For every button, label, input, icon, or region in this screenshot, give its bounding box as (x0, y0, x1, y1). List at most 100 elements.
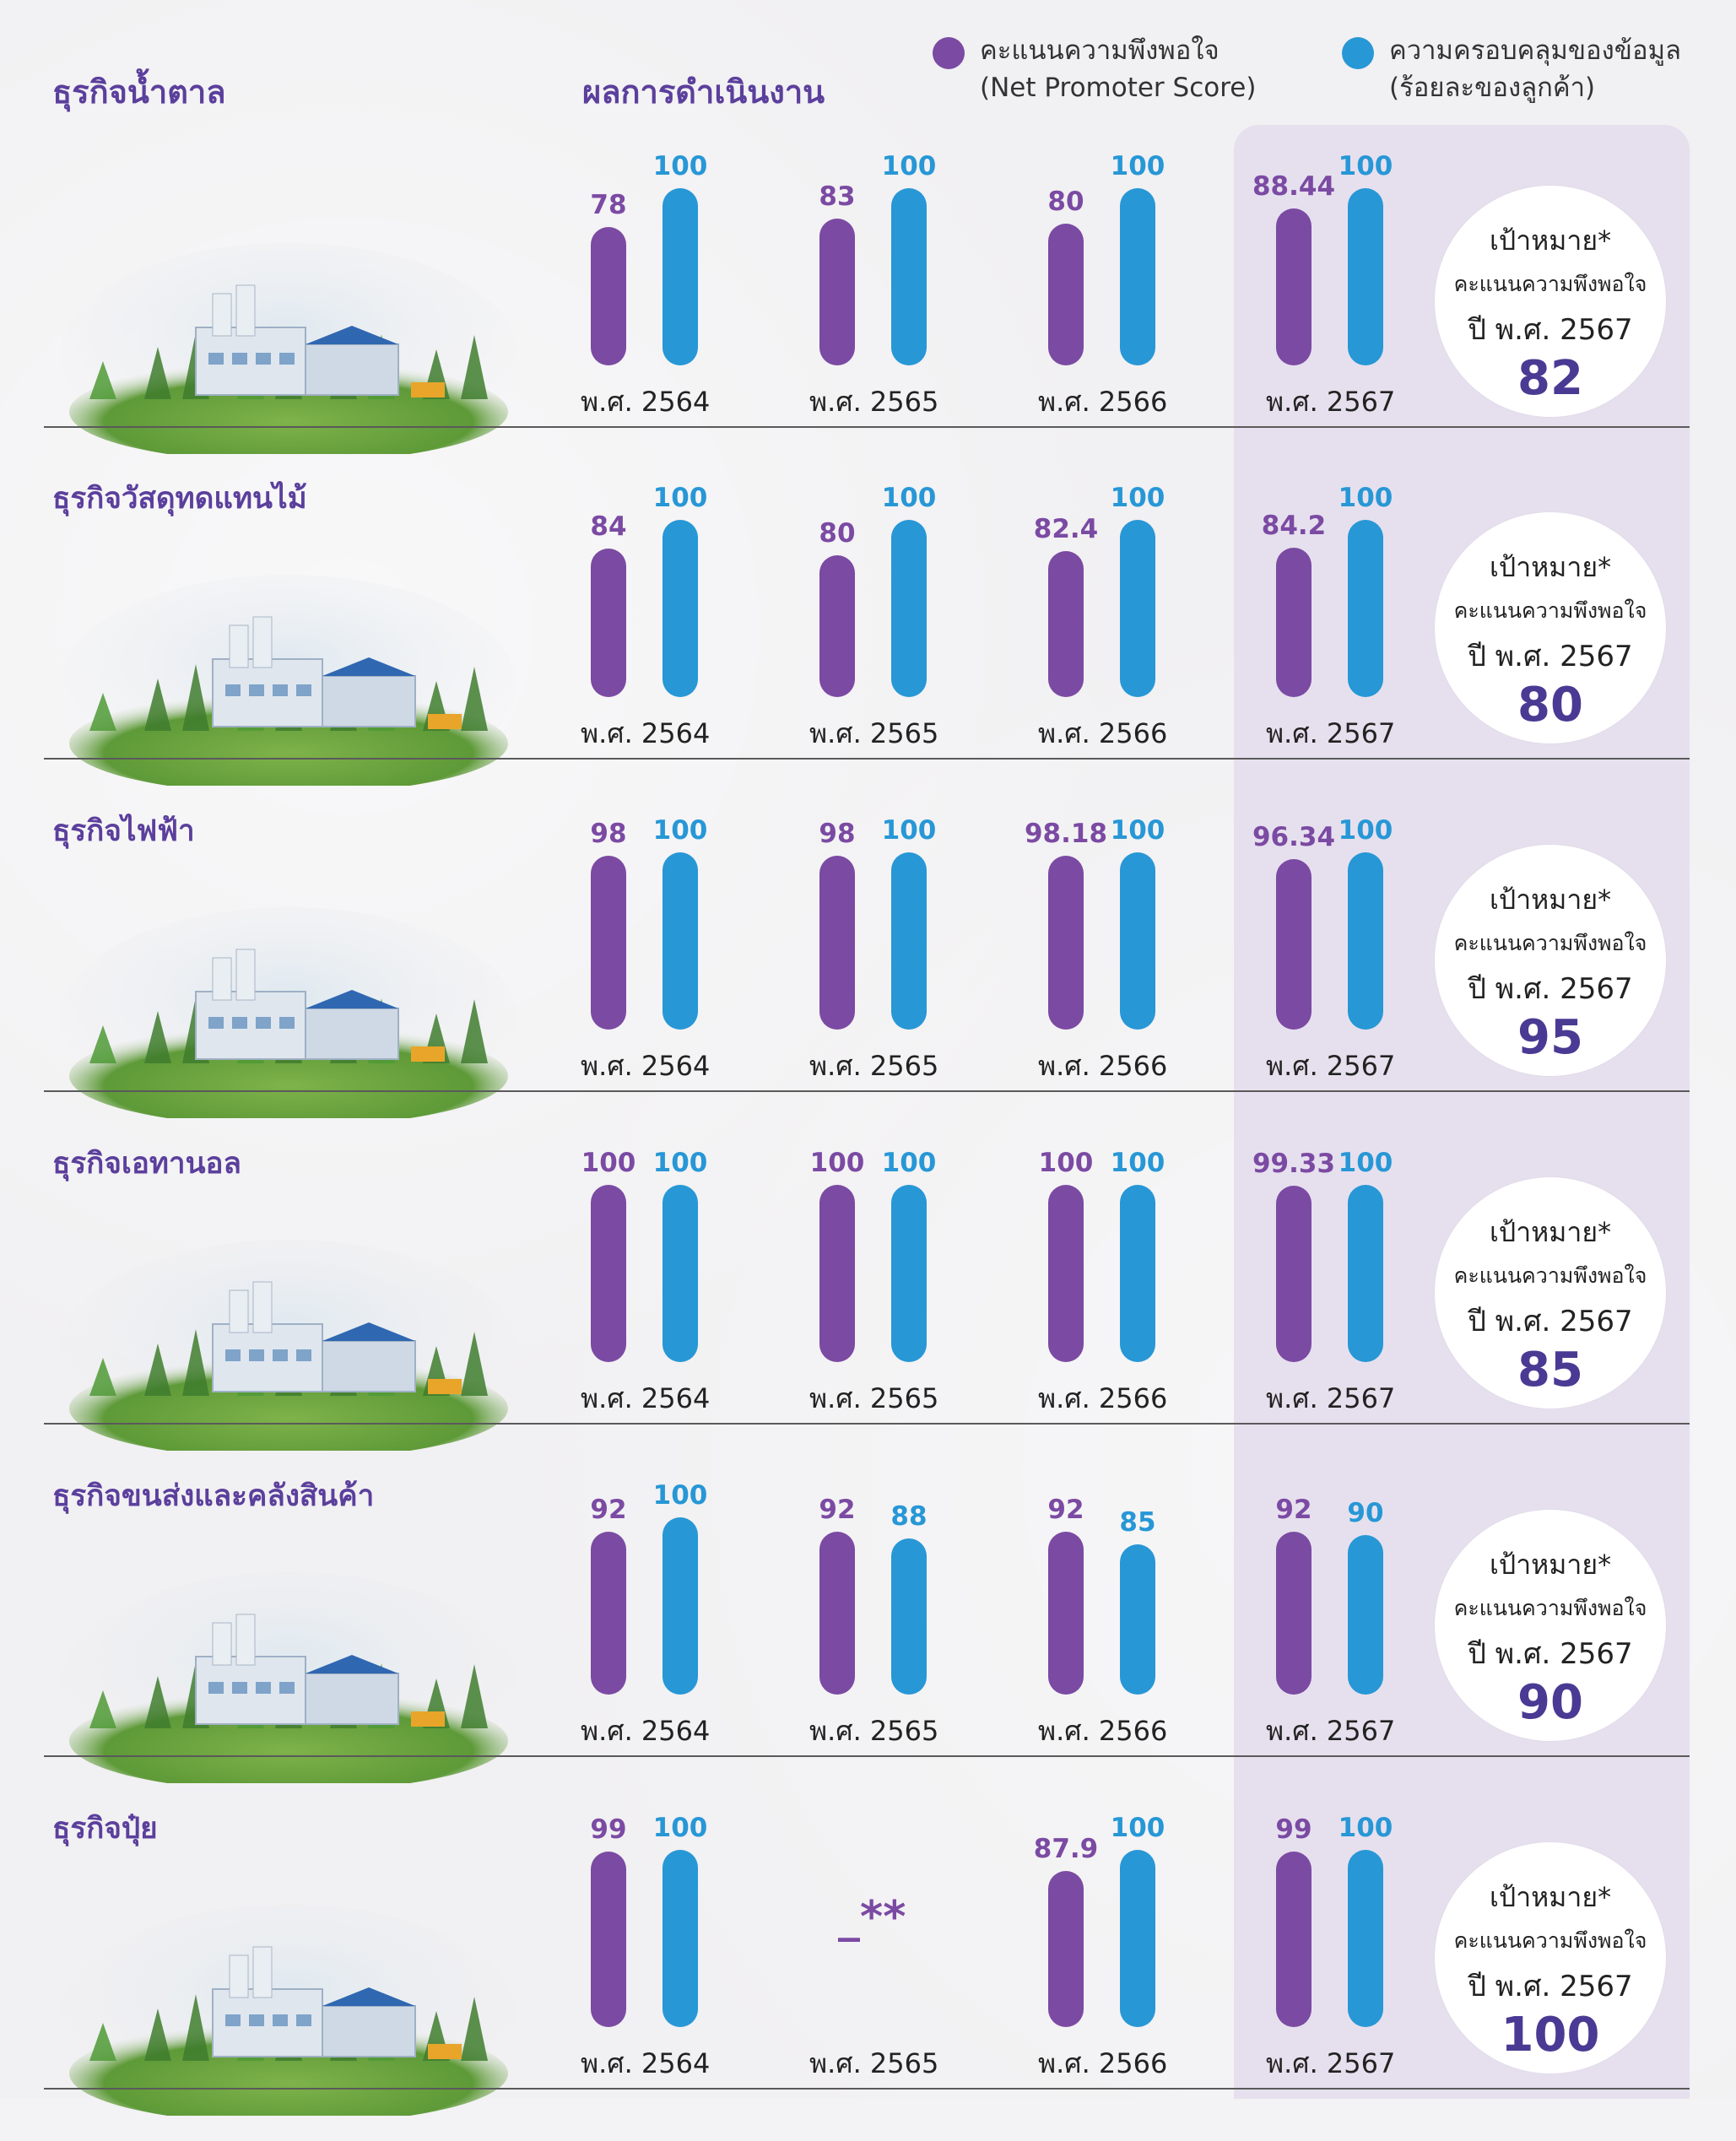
nps-value-label: 83 (819, 181, 856, 212)
nps-bar (819, 1531, 855, 1695)
nps-value-label: 92 (1275, 1494, 1312, 1525)
nps-bar (819, 555, 855, 697)
coverage-value-label: 100 (881, 151, 937, 181)
nps-bar (819, 856, 855, 1030)
target-value: 82 (1517, 351, 1583, 406)
coverage-bar (662, 1185, 698, 1362)
coverage-value-label: 100 (652, 1480, 708, 1511)
business-title: ธุรกิจเอทานอล (52, 1147, 241, 1181)
year-label: พ.ศ. 2564 (581, 1715, 711, 1747)
legend-coverage: ความครอบคลุมของข้อมูล (ร้อยละของลูกค้า) (1342, 32, 1681, 106)
target-year-highlight-panel (1234, 125, 1690, 2099)
nps-value-label: 92 (1047, 1494, 1084, 1525)
coverage-bar (891, 852, 927, 1030)
year-label: พ.ศ. 2566 (1038, 1382, 1168, 1414)
year-label: พ.ศ. 2567 (1266, 2047, 1396, 2079)
nps-bar (591, 1852, 626, 2027)
target-year: ปี พ.ศ. 2567 (1468, 972, 1633, 1006)
target-year: ปี พ.ศ. 2567 (1468, 640, 1633, 673)
nps-bar (1276, 1852, 1311, 2027)
nps-value-label: 96.34 (1252, 821, 1336, 852)
section-divider (44, 1090, 1690, 1092)
legend-nps-swatch (933, 37, 965, 69)
coverage-bar (1120, 188, 1155, 365)
year-label: พ.ศ. 2565 (809, 386, 939, 418)
coverage-value-label: 90 (1347, 1498, 1384, 1528)
year-label: พ.ศ. 2564 (581, 717, 711, 749)
coverage-bar (891, 188, 927, 365)
coverage-bar (891, 1185, 927, 1362)
coverage-value-label: 100 (1110, 483, 1165, 513)
nps-value-label: 100 (1038, 1148, 1094, 1178)
factory-illustration (52, 558, 525, 811)
year-label: พ.ศ. 2565 (809, 717, 939, 749)
target-circle: เป้าหมาย* คะแนนความพึงพอใจ ปี พ.ศ. 2567 95 (1435, 845, 1666, 1076)
coverage-value-label: 85 (1119, 1506, 1156, 1538)
coverage-bar (662, 520, 698, 697)
target-title: เป้าหมาย* (1489, 1549, 1612, 1581)
business-title: ธุรกิจวัสดุทดแทนไม้ (52, 482, 307, 516)
section-divider (44, 758, 1690, 760)
business-section: ธุรกิจขนส่งและคลังสินค้า 92 100 พ.ศ. 2564 92… (0, 1454, 1736, 1792)
coverage-value-label: 100 (652, 815, 708, 846)
target-year: ปี พ.ศ. 2567 (1468, 313, 1633, 347)
coverage-bar (662, 852, 698, 1030)
nps-bar (1048, 1871, 1084, 2027)
nps-bar (1048, 855, 1084, 1030)
nps-bar (591, 227, 626, 365)
coverage-value-label: 100 (1110, 1148, 1165, 1178)
target-value: 80 (1517, 678, 1583, 733)
year-label: พ.ศ. 2565 (809, 1715, 939, 1747)
nps-value-label: 98 (590, 819, 627, 850)
nps-bar (1276, 548, 1311, 697)
nps-bar (591, 1185, 626, 1362)
coverage-bar (662, 1517, 698, 1695)
nps-value-label: 84 (590, 511, 627, 542)
coverage-value-label: 100 (1338, 483, 1393, 513)
target-circle: เป้าหมาย* คะแนนความพึงพอใจ ปี พ.ศ. 2567 100 (1435, 1842, 1666, 2073)
nps-bar (591, 548, 626, 697)
nps-bar (591, 856, 626, 1030)
year-label: พ.ศ. 2564 (581, 1382, 711, 1414)
factory-illustration (52, 1888, 525, 2141)
year-label: พ.ศ. 2567 (1266, 1715, 1396, 1747)
legend-nps-label-1: คะแนนความพึงพอใจ (980, 35, 1220, 66)
coverage-bar (1348, 520, 1383, 697)
target-year: ปี พ.ศ. 2567 (1468, 1970, 1633, 2003)
factory-illustration (52, 890, 525, 1143)
year-label: พ.ศ. 2565 (809, 1382, 939, 1414)
section-divider (44, 1423, 1690, 1425)
year-label: พ.ศ. 2567 (1266, 1382, 1396, 1414)
target-circle: เป้าหมาย* คะแนนความพึงพอใจ ปี พ.ศ. 2567 85 (1435, 1177, 1666, 1408)
coverage-bar (1120, 520, 1155, 697)
factory-illustration (52, 1223, 525, 1476)
nps-value-label: 80 (1047, 187, 1084, 217)
nps-bar (1048, 550, 1084, 697)
year-label: พ.ศ. 2566 (1038, 717, 1168, 749)
target-subtitle: คะแนนความพึงพอใจ (1453, 1596, 1647, 1620)
target-subtitle: คะแนนความพึงพอใจ (1453, 598, 1647, 623)
nps-value-label: 92 (590, 1494, 627, 1525)
nps-value-label: 78 (590, 190, 627, 221)
legend-coverage-swatch (1342, 37, 1374, 69)
nps-value-label: 100 (581, 1148, 636, 1178)
section-divider (44, 2088, 1690, 2090)
business-title: ธุรกิจไฟฟ้า (52, 814, 195, 848)
coverage-value-label: 100 (652, 151, 708, 181)
section-divider (44, 426, 1690, 428)
legend-coverage-label-2: (ร้อยละของลูกค้า) (1389, 73, 1596, 103)
business-section: ธุรกิจวัสดุทดแทนไม้ 84 100 พ.ศ. 2564 80 100 พ.… (0, 457, 1736, 794)
target-year: ปี พ.ศ. 2567 (1468, 1305, 1633, 1338)
factory-illustration (52, 226, 525, 479)
target-subtitle: คะแนนความพึงพอใจ (1453, 272, 1647, 296)
coverage-value-label: 100 (1110, 151, 1165, 181)
nps-bar (1276, 1186, 1311, 1362)
factory-illustration (52, 1555, 525, 1808)
coverage-bar (1120, 1185, 1155, 1362)
target-title: เป้าหมาย* (1489, 1216, 1612, 1248)
legend-coverage-label-1: ความครอบคลุมของข้อมูล (1389, 35, 1682, 66)
target-title: เป้าหมาย* (1489, 1881, 1612, 1913)
business-title: ธุรกิจปุ๋ย (52, 1812, 158, 1846)
coverage-value-label: 100 (1338, 815, 1393, 846)
business-heading: ธุรกิจน้ำตาล (52, 73, 226, 111)
